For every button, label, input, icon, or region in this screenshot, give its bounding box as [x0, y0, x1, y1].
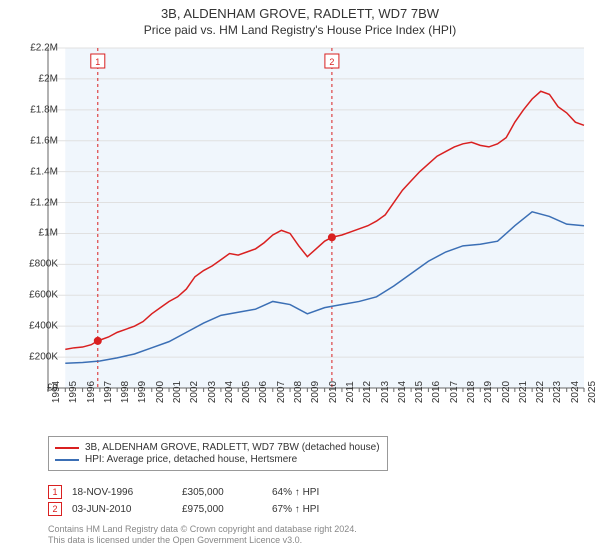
x-tick-label: 2022	[535, 381, 546, 403]
legend-swatch	[55, 447, 79, 449]
y-tick-label: £2M	[39, 73, 58, 84]
x-tick-label: 2001	[172, 381, 183, 403]
x-tick-label: 1996	[86, 381, 97, 403]
legend-box: 3B, ALDENHAM GROVE, RADLETT, WD7 7BW (de…	[48, 436, 388, 471]
y-tick-label: £400K	[29, 321, 58, 332]
sale-marker-box: 2	[48, 502, 62, 516]
y-tick-label: £1M	[39, 228, 58, 239]
x-tick-label: 2005	[241, 381, 252, 403]
sale-row: 2 03-JUN-2010 £975,000 67% ↑ HPI	[48, 502, 372, 516]
x-tick-label: 2023	[552, 381, 563, 403]
svg-text:2: 2	[329, 57, 334, 67]
x-tick-label: 2004	[224, 381, 235, 403]
y-tick-label: £1.6M	[30, 135, 58, 146]
legend-label: 3B, ALDENHAM GROVE, RADLETT, WD7 7BW (de…	[85, 442, 380, 453]
sale-marker-box: 1	[48, 485, 62, 499]
x-tick-label: 1997	[103, 381, 114, 403]
sale-price: £975,000	[182, 504, 272, 515]
y-tick-label: £1.8M	[30, 104, 58, 115]
sale-pct: 64% ↑ HPI	[272, 487, 372, 498]
chart-title: 3B, ALDENHAM GROVE, RADLETT, WD7 7BW	[0, 0, 600, 21]
x-tick-label: 2015	[414, 381, 425, 403]
legend-swatch	[55, 459, 79, 461]
y-tick-label: £2.2M	[30, 43, 58, 54]
y-tick-label: £600K	[29, 290, 58, 301]
x-tick-label: 1998	[120, 381, 131, 403]
x-tick-label: 2013	[380, 381, 391, 403]
legend-label: HPI: Average price, detached house, Hert…	[85, 454, 297, 465]
y-tick-label: £1.4M	[30, 166, 58, 177]
y-tick-label: £1.2M	[30, 197, 58, 208]
footer-line: Contains HM Land Registry data © Crown c…	[48, 524, 357, 535]
sale-row: 1 18-NOV-1996 £305,000 64% ↑ HPI	[48, 485, 372, 499]
x-tick-label: 1995	[68, 381, 79, 403]
sales-table: 1 18-NOV-1996 £305,000 64% ↑ HPI 2 03-JU…	[48, 482, 372, 519]
x-tick-label: 2002	[189, 381, 200, 403]
x-tick-label: 2014	[397, 381, 408, 403]
x-tick-label: 2009	[310, 381, 321, 403]
x-tick-label: 2008	[293, 381, 304, 403]
x-tick-label: 2021	[518, 381, 529, 403]
chart-subtitle: Price paid vs. HM Land Registry's House …	[0, 21, 600, 43]
x-tick-label: 2018	[466, 381, 477, 403]
y-tick-label: £800K	[29, 259, 58, 270]
footer-attribution: Contains HM Land Registry data © Crown c…	[48, 524, 357, 546]
legend-item: HPI: Average price, detached house, Hert…	[55, 454, 381, 465]
sale-price: £305,000	[182, 487, 272, 498]
x-tick-label: 2019	[483, 381, 494, 403]
x-tick-label: 2003	[207, 381, 218, 403]
chart-plot: 12	[48, 48, 584, 388]
sale-date: 18-NOV-1996	[72, 487, 182, 498]
x-tick-label: 2010	[328, 381, 339, 403]
chart-area: 12	[48, 48, 584, 388]
sale-date: 03-JUN-2010	[72, 504, 182, 515]
chart-container: 3B, ALDENHAM GROVE, RADLETT, WD7 7BW Pri…	[0, 0, 600, 560]
x-tick-label: 2007	[276, 381, 287, 403]
sale-pct: 67% ↑ HPI	[272, 504, 372, 515]
x-tick-label: 2025	[587, 381, 598, 403]
x-tick-label: 2006	[258, 381, 269, 403]
x-tick-label: 2020	[501, 381, 512, 403]
svg-text:1: 1	[95, 57, 100, 67]
x-tick-label: 1999	[137, 381, 148, 403]
x-tick-label: 2024	[570, 381, 581, 403]
x-tick-label: 2000	[155, 381, 166, 403]
x-tick-label: 2016	[431, 381, 442, 403]
x-tick-label: 2011	[345, 381, 356, 403]
x-tick-label: 2017	[449, 381, 460, 403]
x-tick-label: 2012	[362, 381, 373, 403]
footer-line: This data is licensed under the Open Gov…	[48, 535, 357, 546]
x-tick-label: 1994	[51, 381, 62, 403]
legend-item: 3B, ALDENHAM GROVE, RADLETT, WD7 7BW (de…	[55, 442, 381, 453]
y-tick-label: £200K	[29, 352, 58, 363]
